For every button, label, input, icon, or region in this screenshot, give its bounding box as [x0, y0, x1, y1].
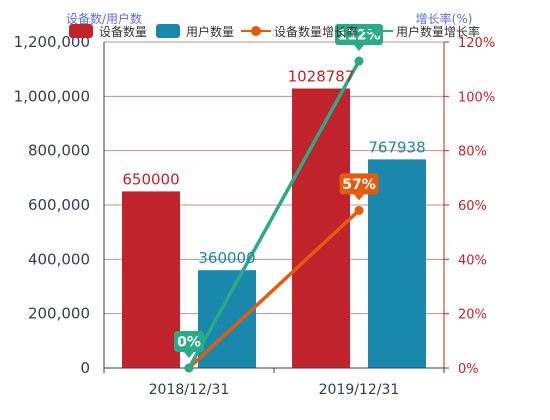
legend-label: 设备数量增长率	[274, 24, 358, 39]
legend[interactable]: 设备数量 用户数量 设备数量增长率 用户数量增长率	[69, 24, 480, 39]
line-series	[184, 56, 364, 373]
line-value-badge	[174, 331, 204, 352]
line-point[interactable]	[354, 56, 364, 66]
line-value-badge-pointer	[184, 352, 194, 358]
right-tick-label: 60%	[458, 199, 487, 214]
bar-series	[122, 88, 426, 368]
legend-label: 用户数量增长率	[396, 24, 480, 39]
series-line	[187, 60, 361, 369]
legend-item[interactable]: 设备数量增长率	[241, 24, 358, 39]
line-point[interactable]	[354, 205, 364, 215]
legend-marker	[373, 26, 383, 36]
bar-value-label: 1028787	[288, 68, 355, 86]
legend-swatch	[69, 24, 93, 38]
left-tick-label: 1,000,000	[14, 87, 90, 105]
line-value-badge	[335, 24, 383, 46]
x-tick-label: 2019/12/31	[319, 382, 400, 398]
left-tick-label: 400,000	[28, 250, 90, 268]
right-tick-label: 100%	[458, 90, 495, 105]
bar[interactable]	[122, 191, 180, 368]
bar-value-label: 650000	[122, 170, 179, 188]
legend-item[interactable]: 设备数量	[69, 24, 147, 39]
right-tick-label: 20%	[458, 308, 487, 323]
right-tick-label: 120%	[458, 36, 495, 51]
left-axis-name: 设备数/用户数	[66, 11, 142, 26]
line-value-badge-pointer	[354, 194, 364, 201]
legend-label: 设备数量	[99, 24, 147, 39]
left-tick-label: 200,000	[28, 305, 90, 323]
right-tick-label: 40%	[458, 253, 487, 268]
series-line	[187, 209, 361, 370]
left-tick-label: 0	[80, 359, 90, 377]
right-tick-label: 0%	[458, 362, 479, 377]
bar-value-label: 767938	[368, 138, 425, 156]
left-tick-label: 800,000	[28, 142, 90, 160]
line-value-badge-pointer	[354, 45, 364, 52]
line-value-label: 57%	[342, 177, 376, 193]
legend-swatch	[156, 24, 180, 38]
legend-item[interactable]: 用户数量增长率	[363, 24, 480, 39]
line-point[interactable]	[184, 363, 194, 373]
right-tick-label: 80%	[458, 145, 487, 160]
bar-value-label: 360000	[198, 249, 255, 267]
legend-label: 用户数量	[186, 24, 234, 39]
line-value-label: 0%	[177, 335, 201, 351]
legend-marker	[251, 26, 261, 36]
bar[interactable]	[368, 159, 426, 368]
x-tick-label: 2018/12/31	[149, 382, 230, 398]
left-tick-label: 600,000	[28, 196, 90, 214]
right-axis-name: 增长率(%)	[416, 11, 473, 26]
legend-item[interactable]: 用户数量	[156, 24, 234, 39]
line-value-badge	[339, 173, 379, 195]
